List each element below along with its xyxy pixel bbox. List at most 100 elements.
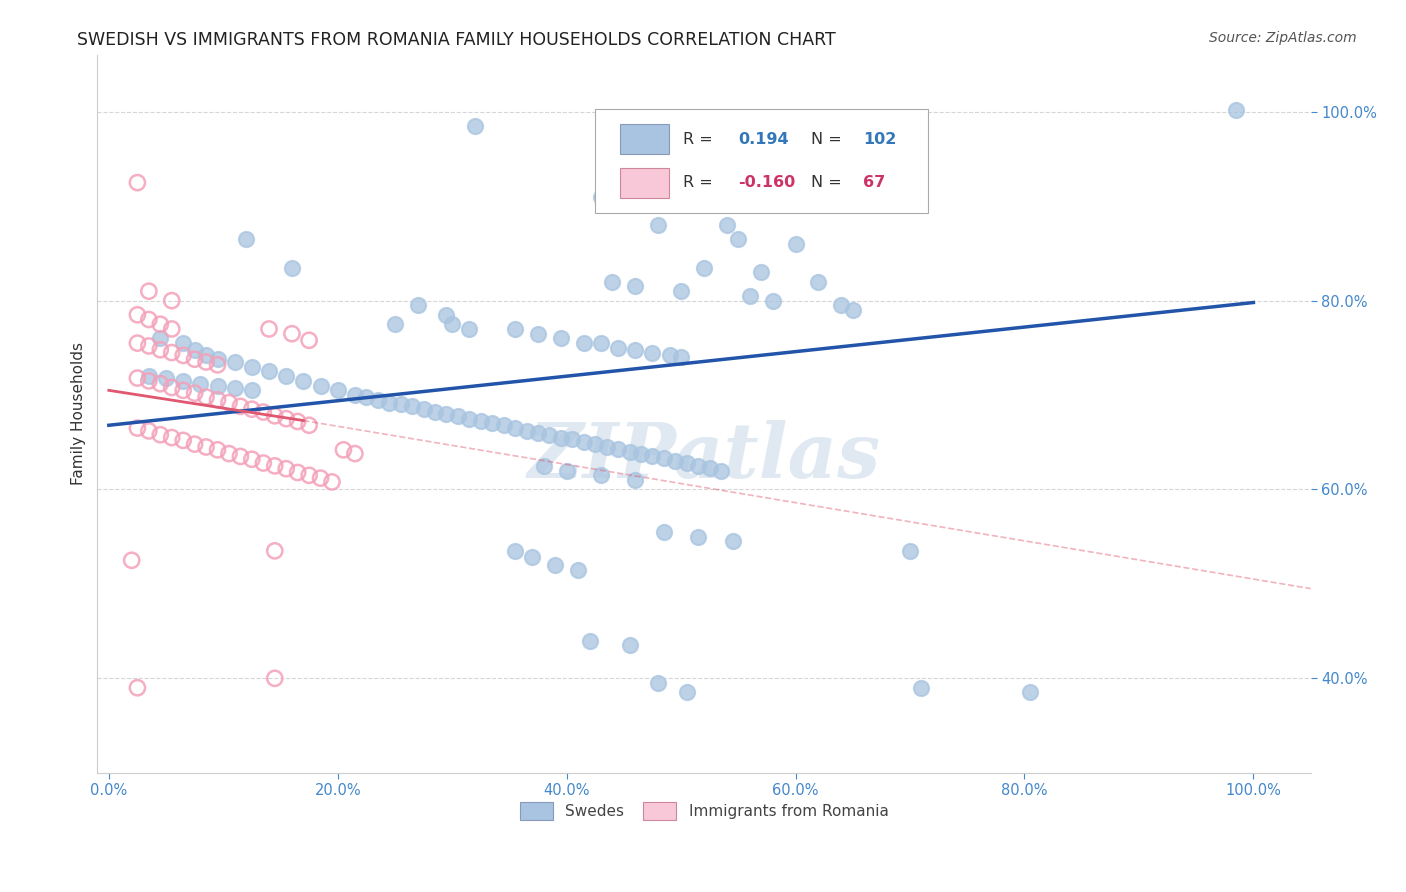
Point [436, 308, 458, 322]
Point [630, 447, 652, 461]
Point [567, 563, 589, 577]
Point [195, 390, 218, 404]
Point [699, 460, 721, 475]
Point [749, 265, 772, 279]
Text: Source: ZipAtlas.com: Source: ZipAtlas.com [1209, 31, 1357, 45]
Point [533, 458, 555, 473]
Text: -0.160: -0.160 [738, 176, 796, 190]
Point [160, 322, 183, 336]
Point [688, 530, 710, 544]
Point [263, 458, 285, 473]
Point [252, 456, 274, 470]
Point [406, 298, 429, 312]
Point [127, 681, 149, 695]
Point [276, 369, 298, 384]
Point [292, 374, 315, 388]
Point [572, 336, 595, 351]
Point [619, 638, 641, 652]
Point [207, 378, 229, 392]
Point [235, 232, 257, 246]
Point [619, 444, 641, 458]
Point [281, 326, 304, 341]
Point [240, 384, 263, 398]
Point [252, 405, 274, 419]
Point [343, 388, 366, 402]
FancyBboxPatch shape [620, 124, 669, 154]
Point [527, 326, 550, 341]
Point [412, 402, 434, 417]
Point [195, 355, 218, 369]
Point [240, 402, 263, 417]
Point [436, 407, 458, 421]
Point [127, 176, 149, 190]
Point [693, 260, 716, 275]
Point [160, 431, 183, 445]
Point [572, 435, 595, 450]
Point [218, 395, 240, 409]
Point [1225, 103, 1247, 117]
Point [149, 317, 172, 331]
Point [550, 431, 572, 445]
Point [309, 378, 332, 392]
Point [503, 421, 526, 435]
Point [195, 440, 218, 454]
Point [464, 119, 486, 133]
Point [669, 351, 692, 365]
Point [127, 308, 149, 322]
Point [1019, 685, 1042, 699]
Point [624, 279, 647, 293]
Point [561, 433, 583, 447]
Text: N =: N = [811, 132, 842, 146]
Point [138, 374, 160, 388]
Point [287, 415, 309, 429]
Point [522, 550, 544, 565]
Point [738, 289, 761, 303]
Point [263, 544, 285, 558]
Point [589, 468, 612, 483]
Point [384, 317, 406, 331]
Point [149, 343, 172, 357]
Point [458, 411, 481, 425]
Text: N =: N = [811, 176, 842, 190]
Point [607, 341, 630, 355]
Point [727, 232, 749, 246]
Y-axis label: Family Households: Family Households [72, 343, 86, 485]
Point [762, 293, 785, 308]
Point [281, 260, 304, 275]
Point [550, 331, 572, 345]
Point [538, 427, 561, 442]
Point [298, 333, 321, 347]
Point [127, 371, 149, 385]
Point [447, 409, 470, 423]
Point [257, 322, 280, 336]
Point [207, 358, 229, 372]
Point [842, 303, 865, 318]
Point [149, 376, 172, 391]
Text: 67: 67 [863, 176, 886, 190]
Text: SWEDISH VS IMMIGRANTS FROM ROMANIA FAMILY HOUSEHOLDS CORRELATION CHART: SWEDISH VS IMMIGRANTS FROM ROMANIA FAMIL… [77, 31, 837, 49]
Point [190, 376, 212, 391]
Point [527, 425, 550, 440]
Point [138, 424, 160, 438]
Point [596, 440, 619, 454]
Point [287, 466, 309, 480]
Point [898, 544, 921, 558]
Point [218, 447, 240, 461]
Point [641, 345, 664, 359]
Point [172, 336, 194, 351]
Point [578, 633, 600, 648]
Point [589, 336, 612, 351]
Point [276, 461, 298, 475]
Text: 102: 102 [863, 132, 896, 146]
Text: R =: R = [683, 132, 713, 146]
Point [492, 418, 515, 433]
Point [641, 450, 664, 464]
Text: R =: R = [683, 176, 713, 190]
Point [332, 442, 354, 457]
Point [503, 544, 526, 558]
Point [516, 424, 538, 438]
Point [423, 405, 446, 419]
Point [138, 312, 160, 326]
Point [343, 447, 366, 461]
Point [263, 671, 285, 685]
